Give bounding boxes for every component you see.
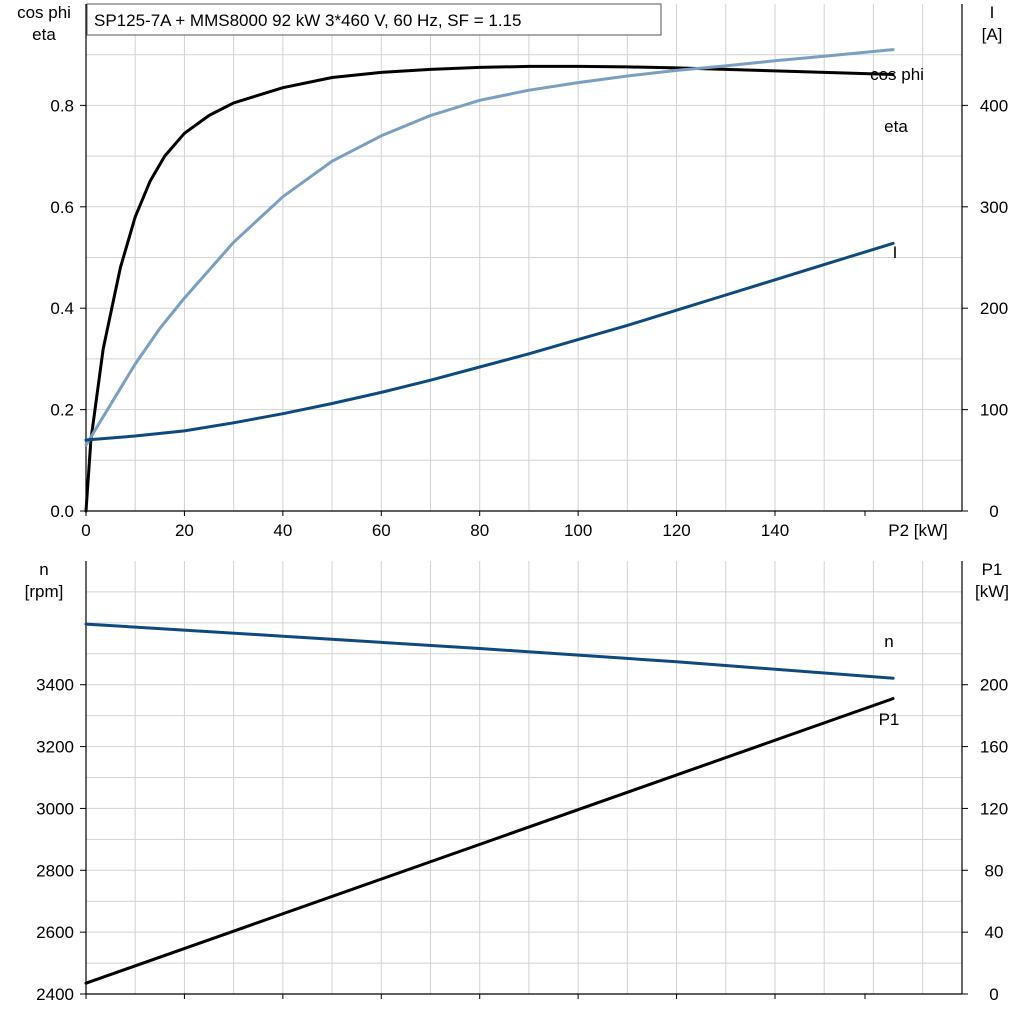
- left-tick-label: 0.2: [50, 401, 74, 420]
- x-tick-label: 100: [564, 521, 592, 540]
- series-line-n: [84, 622, 895, 680]
- series-label-cos-phi: cos phi: [870, 65, 924, 84]
- left-tick-label: 2400: [36, 985, 74, 1004]
- left-axis-label-line1: cos phi: [17, 3, 71, 22]
- series-line-eta: [84, 64, 895, 513]
- series-label-n: n: [884, 632, 893, 651]
- series-line-I: [84, 241, 895, 442]
- left-tick-label: 0.0: [50, 502, 74, 521]
- left-tick-label: 3200: [36, 738, 74, 757]
- right-tick-label: 300: [980, 198, 1008, 217]
- x-tick-label: 80: [470, 521, 489, 540]
- right-tick-label: 100: [980, 401, 1008, 420]
- series-label-P1: P1: [879, 710, 900, 729]
- right-tick-label: 400: [980, 96, 1008, 115]
- panel-bottom: [80, 561, 968, 999]
- right-tick-label: 200: [980, 299, 1008, 318]
- series-label-I: I: [893, 243, 898, 262]
- series-label-eta: eta: [884, 117, 908, 136]
- x-tick-label: 0: [81, 521, 90, 540]
- left-tick-label: 2800: [36, 861, 74, 880]
- right-tick-label: 40: [985, 923, 1004, 942]
- series-line-P1: [84, 697, 895, 985]
- title-frame: [86, 3, 662, 36]
- x-tick-label: 140: [761, 521, 789, 540]
- left-axis-label-line2: eta: [32, 25, 56, 44]
- left-tick-label: 3400: [36, 676, 74, 695]
- right-tick-label: 0: [989, 502, 998, 521]
- left-axis-label-line2: [rpm]: [25, 582, 64, 601]
- x-tick-label: 120: [662, 521, 690, 540]
- right-tick-label: 0: [989, 985, 998, 1004]
- chart-title-box: SP125-7A + MMS8000 92 kW 3*460 V, 60 Hz,…: [86, 3, 662, 36]
- right-axis-label-line2: [A]: [982, 25, 1003, 44]
- left-tick-label: 3000: [36, 799, 74, 818]
- right-tick-label: 160: [980, 738, 1008, 757]
- x-tick-label: 40: [273, 521, 292, 540]
- left-tick-label: 0.6: [50, 198, 74, 217]
- right-axis-label-line2: [kW]: [975, 582, 1009, 601]
- series-line-cos-phi: [84, 48, 895, 447]
- right-tick-label: 200: [980, 676, 1008, 695]
- right-tick-label: 80: [985, 861, 1004, 880]
- panel-top: [80, 4, 968, 516]
- left-tick-label: 2600: [36, 923, 74, 942]
- chart-title: SP125-7A + MMS8000 92 kW 3*460 V, 60 Hz,…: [94, 11, 521, 30]
- x-axis-label: P2 [kW]: [888, 521, 948, 540]
- right-axis-label-line1: P1: [982, 560, 1003, 579]
- left-tick-label: 0.8: [50, 96, 74, 115]
- left-axis-label-line1: n: [39, 560, 48, 579]
- x-tick-label: 60: [372, 521, 391, 540]
- right-axis-label-line1: I: [990, 3, 995, 22]
- left-tick-label: 0.4: [50, 299, 74, 318]
- x-tick-label: 20: [175, 521, 194, 540]
- right-tick-label: 120: [980, 799, 1008, 818]
